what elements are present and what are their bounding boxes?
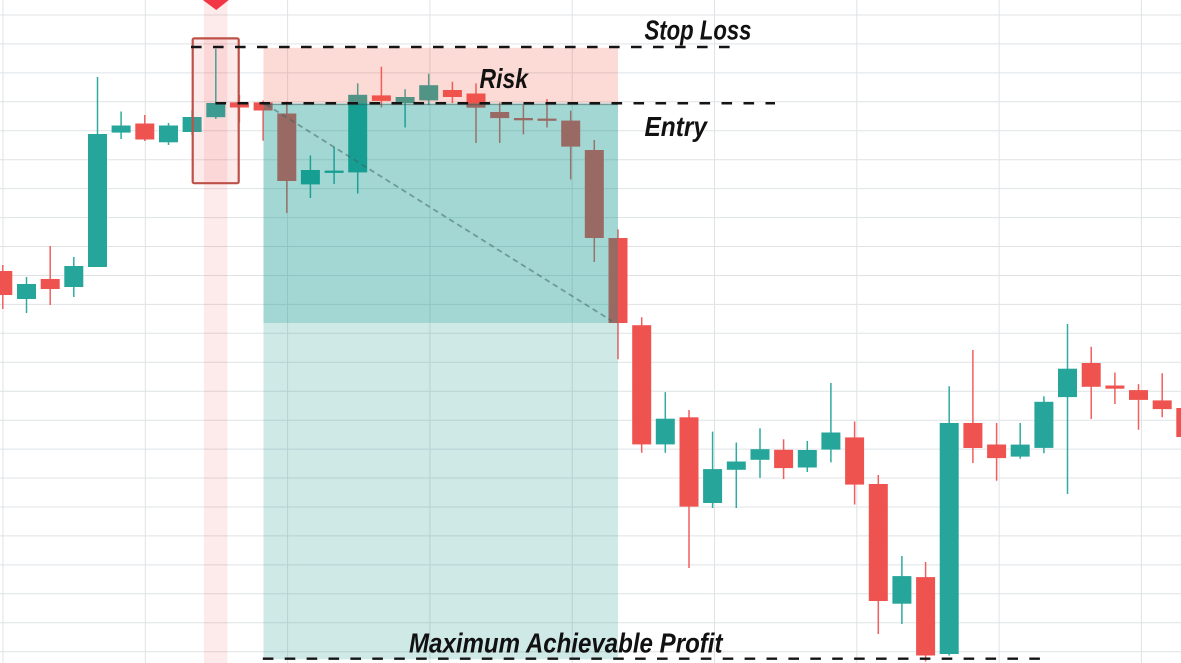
svg-text:Risk: Risk: [480, 63, 530, 94]
svg-text:Entry: Entry: [645, 111, 709, 142]
svg-text:Maximum Achievable Profit: Maximum Achievable Profit: [409, 627, 724, 658]
svg-text:Stop Loss: Stop Loss: [645, 14, 752, 45]
